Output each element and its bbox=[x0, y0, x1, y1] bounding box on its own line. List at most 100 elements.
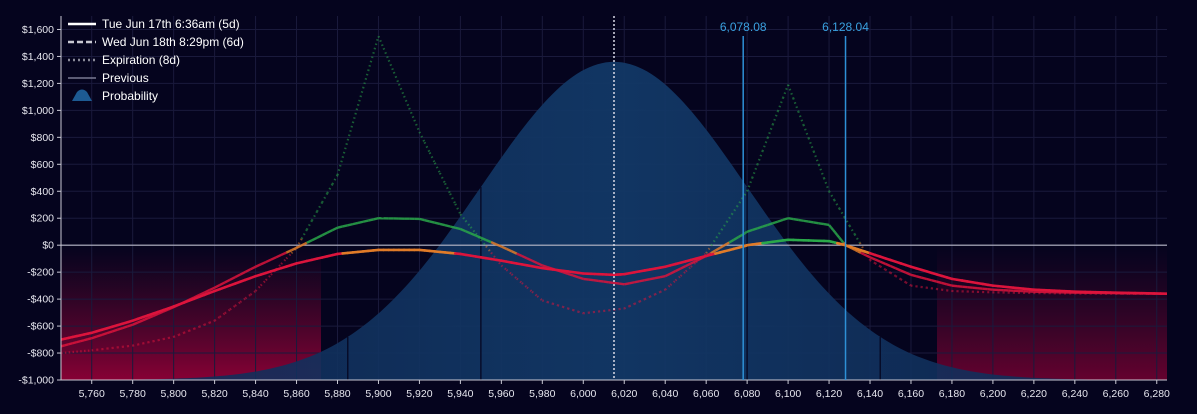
series-segment bbox=[752, 228, 757, 230]
series-segment bbox=[885, 264, 890, 266]
series-segment bbox=[338, 158, 343, 175]
series-segment bbox=[327, 230, 332, 233]
x-tick-label: 6,140 bbox=[857, 388, 883, 400]
series-segment bbox=[841, 240, 843, 243]
series-segment bbox=[921, 278, 926, 279]
series-segment bbox=[916, 286, 921, 287]
series-segment bbox=[358, 222, 363, 223]
series-segment bbox=[809, 222, 814, 223]
series-segment bbox=[425, 142, 430, 152]
series-segment bbox=[399, 84, 404, 96]
series-segment bbox=[645, 279, 650, 280]
series-segment bbox=[916, 276, 921, 277]
x-tick-label: 5,820 bbox=[201, 388, 227, 400]
loss-zone-right bbox=[937, 245, 1167, 380]
series-segment bbox=[875, 260, 880, 262]
x-tick-label: 5,760 bbox=[79, 388, 105, 400]
series-segment bbox=[957, 286, 962, 287]
series-segment bbox=[947, 284, 952, 285]
series-segment bbox=[839, 208, 844, 217]
series-segment bbox=[65, 344, 69, 345]
series-segment bbox=[440, 224, 445, 225]
series-segment bbox=[317, 235, 322, 238]
breakeven-marker-label: 6,078.08 bbox=[720, 20, 767, 34]
series-segment bbox=[858, 251, 861, 253]
y-tick-label: $0 bbox=[42, 240, 54, 252]
series-segment bbox=[911, 275, 916, 276]
series-segment bbox=[594, 280, 599, 281]
series-segment bbox=[819, 223, 824, 224]
series-segment bbox=[988, 289, 993, 290]
series-segment bbox=[803, 221, 808, 222]
series-segment bbox=[798, 220, 803, 221]
series-segment bbox=[455, 204, 460, 214]
series-segment bbox=[440, 173, 445, 183]
series-segment bbox=[92, 337, 97, 339]
series-segment bbox=[773, 222, 778, 224]
series-segment bbox=[69, 343, 73, 344]
y-tick-label: -$600 bbox=[27, 321, 54, 333]
series-segment bbox=[312, 211, 317, 220]
series-segment bbox=[640, 280, 645, 281]
x-tick-label: 6,000 bbox=[570, 388, 596, 400]
x-tick-label: 5,940 bbox=[447, 388, 473, 400]
series-segment bbox=[972, 288, 977, 289]
series-segment bbox=[568, 274, 573, 276]
breakeven-marker-label: 6,128.04 bbox=[822, 20, 869, 34]
series-segment bbox=[128, 325, 133, 327]
y-tick-label: $1,000 bbox=[22, 105, 54, 117]
series-segment bbox=[752, 165, 757, 178]
series-segment bbox=[102, 333, 107, 335]
series-segment bbox=[778, 98, 783, 111]
series-segment bbox=[435, 223, 440, 224]
series-segment bbox=[327, 184, 332, 193]
legend-label: Previous bbox=[102, 71, 149, 85]
series-segment bbox=[353, 223, 358, 224]
series-segment bbox=[414, 120, 419, 132]
series-segment bbox=[307, 240, 312, 243]
series-segment bbox=[312, 238, 317, 241]
series-segment bbox=[107, 331, 112, 333]
series-segment bbox=[455, 228, 460, 229]
y-tick-label: $1,400 bbox=[22, 51, 54, 63]
series-segment bbox=[931, 280, 936, 281]
series-segment bbox=[332, 228, 337, 231]
series-segment bbox=[906, 282, 911, 285]
series-segment bbox=[363, 221, 368, 222]
series-segment bbox=[343, 140, 348, 157]
x-tick-label: 6,060 bbox=[693, 388, 719, 400]
y-tick-label: -$200 bbox=[27, 267, 54, 279]
x-tick-label: 6,260 bbox=[1103, 388, 1129, 400]
series-segment bbox=[583, 279, 588, 280]
series-segment bbox=[855, 234, 860, 243]
series-segment bbox=[768, 125, 773, 138]
series-segment bbox=[338, 226, 343, 227]
x-tick-label: 6,080 bbox=[734, 388, 760, 400]
series-segment bbox=[322, 233, 327, 236]
x-tick-label: 5,900 bbox=[365, 388, 391, 400]
series-segment bbox=[419, 219, 424, 220]
x-tick-label: 6,280 bbox=[1144, 388, 1170, 400]
series-segment bbox=[588, 280, 593, 281]
series-segment bbox=[634, 281, 639, 282]
series-segment bbox=[793, 98, 798, 111]
series-segment bbox=[343, 225, 348, 226]
x-tick-label: 5,880 bbox=[324, 388, 350, 400]
series-segment bbox=[61, 345, 65, 346]
series-segment bbox=[409, 108, 414, 120]
series-segment bbox=[834, 200, 839, 209]
series-segment bbox=[368, 219, 373, 220]
series-segment bbox=[814, 222, 819, 223]
series-segment bbox=[880, 266, 885, 269]
series-segment bbox=[358, 88, 363, 105]
series-segment bbox=[80, 340, 84, 341]
series-segment bbox=[901, 279, 906, 282]
y-tick-label: $200 bbox=[31, 213, 55, 225]
series-segment bbox=[655, 277, 660, 278]
series-segment bbox=[660, 276, 665, 277]
series-segment bbox=[430, 221, 435, 222]
series-segment bbox=[614, 283, 619, 284]
x-tick-label: 6,180 bbox=[939, 388, 965, 400]
x-tick-label: 6,160 bbox=[898, 388, 924, 400]
